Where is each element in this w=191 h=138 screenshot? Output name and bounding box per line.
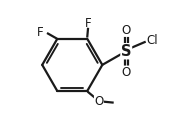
Text: F: F — [37, 26, 44, 39]
Text: O: O — [122, 66, 131, 79]
Text: Cl: Cl — [147, 34, 158, 47]
Text: O: O — [122, 24, 131, 37]
Text: S: S — [121, 44, 131, 59]
Text: F: F — [85, 17, 91, 30]
Text: O: O — [94, 95, 104, 108]
